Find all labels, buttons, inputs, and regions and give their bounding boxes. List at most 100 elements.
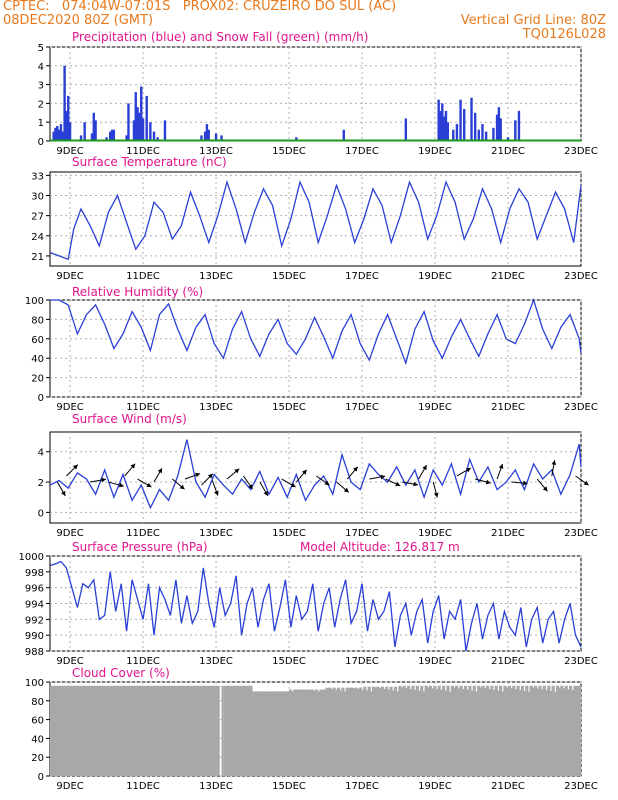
cloud-notch <box>493 685 495 690</box>
x-tick-label: 21DEC <box>491 146 525 157</box>
x-tick-label: 15DEC <box>272 402 306 413</box>
y-tick-label: 40 <box>31 354 44 365</box>
y-tick-label: 20 <box>31 374 44 385</box>
cloud-notch <box>545 685 548 691</box>
x-tick-label: 15DEC <box>272 656 306 667</box>
y-tick-label: 998 <box>25 568 44 579</box>
wind-arrow-head <box>485 479 491 485</box>
y-tick-label: 4 <box>38 62 44 73</box>
wind-arrow-head <box>214 490 219 496</box>
cloud-notch <box>440 685 443 690</box>
wind-arrow-head <box>101 477 106 483</box>
y-tick-label: 40 <box>31 734 44 745</box>
cloud-area <box>179 685 217 776</box>
precip-bar <box>110 129 114 141</box>
cloud-notch <box>506 685 508 688</box>
cloud-notch <box>480 685 482 688</box>
wind-arrow-head <box>353 466 358 472</box>
cloud-area <box>471 685 509 776</box>
cloud-notch <box>423 685 425 692</box>
x-tick-label: 13DEC <box>199 781 233 792</box>
cloud-notch <box>370 685 372 692</box>
precip-bar <box>459 99 462 141</box>
panel-6: 9DEC 11DEC 13DEC 15DEC 17DEC 19DEC 21DEC 23DEC 0… <box>25 666 598 792</box>
precip-bar <box>57 129 61 141</box>
y-tick-label: 60 <box>31 716 44 727</box>
precip-bar <box>134 92 137 141</box>
header-vertical-grid: Vertical Grid Line: 80Z <box>460 13 606 28</box>
cloud-notch <box>397 685 399 692</box>
x-tick-label: 13DEC <box>199 528 233 539</box>
cloud-notch <box>524 685 526 691</box>
precip-bar <box>141 118 145 141</box>
cloud-area <box>508 685 545 776</box>
wind-arrow-head <box>195 472 201 478</box>
cloud-notch <box>296 685 298 688</box>
y-tick-label: 5 <box>38 43 44 54</box>
precip-bar <box>342 129 345 141</box>
cloud-notch <box>510 685 513 689</box>
cloud-notch <box>309 685 311 690</box>
cloud-notch <box>291 685 294 692</box>
series-line <box>49 179 582 261</box>
cloud-notch <box>432 685 434 689</box>
wind-arrow-head <box>118 482 124 488</box>
cloud-notch <box>353 685 355 689</box>
precip-bar <box>65 110 68 141</box>
wind-arrow-head <box>395 481 401 487</box>
panel-annotation: Model Altitude: 126.817 m <box>300 540 460 554</box>
x-tick-label: 13DEC <box>199 271 233 282</box>
y-tick-label: 990 <box>25 631 44 642</box>
precip-bar <box>138 112 141 141</box>
precip-bar <box>463 109 466 141</box>
y-tick-label: 988 <box>25 647 44 658</box>
precip-bar <box>514 120 517 141</box>
plot-frame <box>49 171 582 267</box>
y-tick-label: 992 <box>25 615 44 626</box>
y-tick-label: 80 <box>31 697 44 708</box>
precip-bar <box>506 137 510 141</box>
x-tick-label: 15DEC <box>272 271 306 282</box>
cloud-notch <box>445 685 447 691</box>
y-tick-label: 996 <box>25 584 44 595</box>
x-tick-label: 15DEC <box>272 528 306 539</box>
cloud-notch <box>563 685 565 689</box>
cloud-area <box>216 685 220 776</box>
cloud-notch <box>256 685 259 690</box>
cloud-notch <box>449 685 451 692</box>
y-tick-label: 2 <box>38 99 44 110</box>
wind-arrow-head <box>130 463 136 469</box>
y-tick-label: 0 <box>38 393 44 404</box>
y-tick-label: 3 <box>38 81 44 92</box>
x-tick-label: 11DEC <box>126 146 160 157</box>
cloud-area <box>106 685 144 776</box>
x-tick-label: 21DEC <box>491 656 525 667</box>
precip-bar <box>63 65 66 141</box>
x-tick-label: 23DEC <box>564 528 598 539</box>
x-tick-label: 21DEC <box>491 271 525 282</box>
wind-arrow-head <box>179 484 185 490</box>
precip-bar <box>200 135 203 141</box>
panel-title: Surface Temperature (nC) <box>72 155 227 169</box>
cloud-notch <box>458 685 460 689</box>
precip-bar <box>452 129 455 141</box>
precip-bar <box>140 86 143 141</box>
precip-bar <box>156 137 159 141</box>
x-tick-label: 13DEC <box>199 146 233 157</box>
wind-arrow-head <box>465 467 471 473</box>
cloud-notch <box>462 685 464 690</box>
cloud-area <box>362 686 399 776</box>
cloud-notch <box>326 685 329 689</box>
x-tick-label: 9DEC <box>56 146 83 157</box>
cloud-notch <box>414 685 416 690</box>
precip-bar <box>455 124 459 141</box>
cloud-notch <box>270 685 272 688</box>
precip-bar <box>67 95 70 141</box>
precip-bar <box>136 107 139 141</box>
panel-3: 9DEC 11DEC 13DEC 15DEC 17DEC 19DEC 21DEC 23DEC 0… <box>25 285 598 413</box>
wind-arrow-head <box>263 490 268 496</box>
series-line <box>49 560 582 652</box>
cloud-notch <box>335 685 337 690</box>
precip-bar <box>90 133 94 141</box>
x-tick-label: 17DEC <box>345 271 379 282</box>
